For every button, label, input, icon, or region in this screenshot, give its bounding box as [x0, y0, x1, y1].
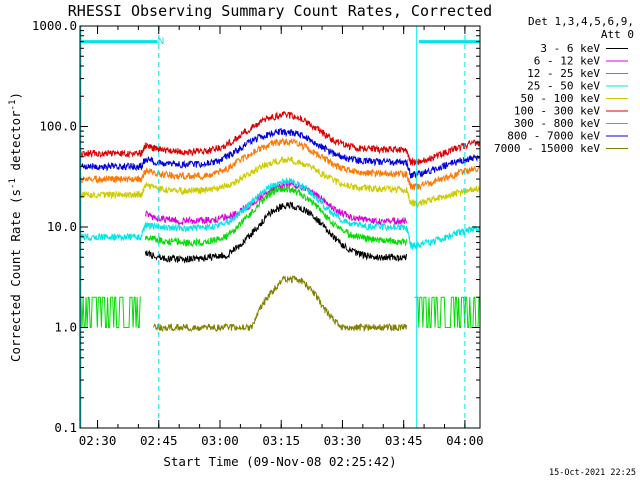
y-axis-label-middle: detector: [8, 110, 23, 178]
legend-label-3: 12 - 25 keV: [527, 67, 600, 80]
legend-label-4: 25 - 50 keV: [527, 80, 600, 93]
legend-label-7: 300 - 800 keV: [514, 117, 600, 130]
legend-label-2: 6 - 12 keV: [534, 55, 601, 68]
y-tick-label-1: 0.1: [54, 420, 77, 435]
saa-flag-label: N: [158, 37, 165, 47]
y-axis-label-prefix: Corrected Count Rate (s: [8, 189, 23, 362]
y-tick-label-5: 1000.0: [32, 18, 77, 33]
y-tick-label-4: 100.0: [39, 119, 77, 134]
plot-area: [79, 26, 481, 428]
series-line-5: [79, 155, 481, 209]
series-line-6: [79, 110, 481, 166]
y-tick-label-3: 10.0: [47, 219, 77, 234]
legend-header-line-1: Det 1,3,4,5,6,9,: [528, 15, 634, 28]
x-tick-label-3: 03:00: [201, 433, 239, 448]
x-tick-label-4: 03:15: [262, 433, 300, 448]
series-line-4: [79, 177, 481, 251]
legend-label-6: 100 - 300 keV: [514, 105, 600, 118]
x-axis-label: Start Time (09-Nov-08 02:25:42): [163, 454, 396, 469]
x-axis-ticks: 02:30 02:45 03:00 03:15 03:30 03:45 04:00: [79, 26, 484, 448]
legend-label-5: 50 - 100 keV: [521, 92, 601, 105]
series-line-bg-green-2: [414, 296, 480, 328]
series-line-bg-green-1: [80, 296, 142, 328]
x-tick-label-6: 03:45: [385, 433, 423, 448]
x-tick-label-7: 04:00: [446, 433, 484, 448]
series-line-9: [153, 274, 407, 333]
y-axis-label: Corrected Count Rate (s-1 detector-1): [8, 92, 23, 362]
series-line-1: [144, 201, 407, 264]
x-tick-label-5: 03:30: [324, 433, 362, 448]
y-axis-label-suffix: ): [8, 92, 23, 100]
y-axis-label-exp2: -1: [8, 100, 18, 111]
x-tick-label-1: 02:30: [79, 433, 117, 448]
x-tick-label-2: 02:45: [140, 433, 178, 448]
series-line-3: [144, 185, 407, 248]
legend-label-1: 3 - 6 keV: [540, 42, 600, 55]
legend-label-9: 7000 - 15000 keV: [494, 142, 600, 155]
chart-title: RHESSI Observing Summary Count Rates, Co…: [68, 2, 492, 20]
legend-label-8: 800 - 7000 keV: [507, 130, 600, 143]
y-tick-label-2: 1.0: [54, 320, 77, 335]
timestamp: 15-Oct-2021 22:25: [549, 468, 636, 478]
legend-header-line-2: Att 0: [601, 28, 634, 41]
plot-frame: [79, 25, 481, 429]
series-line-7: [79, 137, 481, 191]
y-axis-ticks: 0.1 1.0 10.0 100.0 1000.0: [32, 18, 480, 435]
y-axis-label-exp1: -1: [8, 178, 18, 189]
series-line-8: [79, 127, 481, 179]
